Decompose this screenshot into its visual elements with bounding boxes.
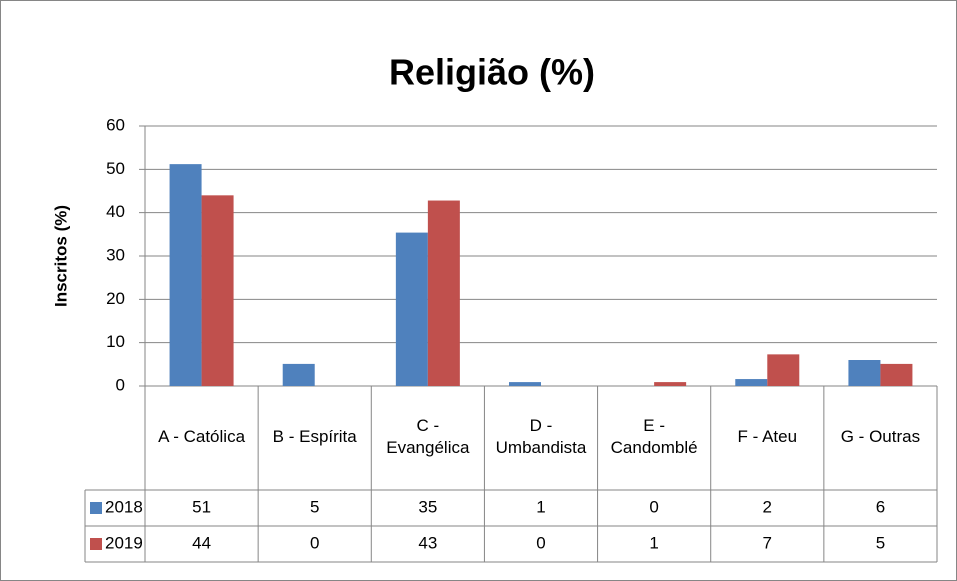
bar bbox=[427, 200, 460, 386]
legend-label: 2018 bbox=[105, 497, 143, 516]
bar bbox=[848, 360, 881, 386]
y-tick-label: 50 bbox=[106, 159, 125, 178]
table-value: 35 bbox=[418, 497, 437, 516]
x-tick-label: G - Outras bbox=[841, 427, 920, 446]
x-tick-label: B - Espírita bbox=[273, 427, 358, 446]
table-value: 2 bbox=[763, 497, 772, 516]
table-value: 1 bbox=[536, 497, 545, 516]
table-value: 5 bbox=[876, 533, 885, 552]
table-value: 6 bbox=[876, 497, 885, 516]
x-tick-label: E -Candomblé bbox=[611, 416, 698, 457]
bar bbox=[880, 363, 913, 386]
table-value: 51 bbox=[192, 497, 211, 516]
y-tick-label: 40 bbox=[106, 202, 125, 221]
chart-title: Religião (%) bbox=[389, 52, 595, 93]
legend-swatch bbox=[90, 502, 102, 514]
y-tick-label: 10 bbox=[106, 332, 125, 351]
table-value: 0 bbox=[649, 497, 658, 516]
x-tick-label: A - Católica bbox=[158, 427, 245, 446]
y-tick-label: 0 bbox=[116, 375, 125, 394]
legend-swatch bbox=[90, 538, 102, 550]
table-value: 44 bbox=[192, 533, 211, 552]
bar bbox=[735, 379, 768, 386]
table-value: 43 bbox=[418, 533, 437, 552]
x-tick-label: F - Ateu bbox=[738, 427, 798, 446]
y-tick-label: 60 bbox=[106, 115, 125, 134]
table-value: 5 bbox=[310, 497, 319, 516]
bar bbox=[169, 164, 202, 386]
table-value: 0 bbox=[310, 533, 319, 552]
table-value: 0 bbox=[536, 533, 545, 552]
bar bbox=[201, 195, 234, 386]
table-value: 1 bbox=[649, 533, 658, 552]
bar bbox=[509, 382, 541, 386]
bar bbox=[767, 354, 800, 386]
table-value: 7 bbox=[763, 533, 772, 552]
y-tick-label: 30 bbox=[106, 245, 125, 264]
y-tick-label: 20 bbox=[106, 289, 125, 308]
x-tick-label: C -Evangélica bbox=[386, 416, 470, 457]
bar bbox=[395, 232, 428, 386]
y-axis-label: Inscritos (%) bbox=[51, 205, 70, 307]
legend-label: 2019 bbox=[105, 533, 143, 552]
x-tick-label: D -Umbandista bbox=[496, 416, 587, 457]
bar bbox=[282, 363, 315, 386]
bar bbox=[654, 382, 687, 386]
